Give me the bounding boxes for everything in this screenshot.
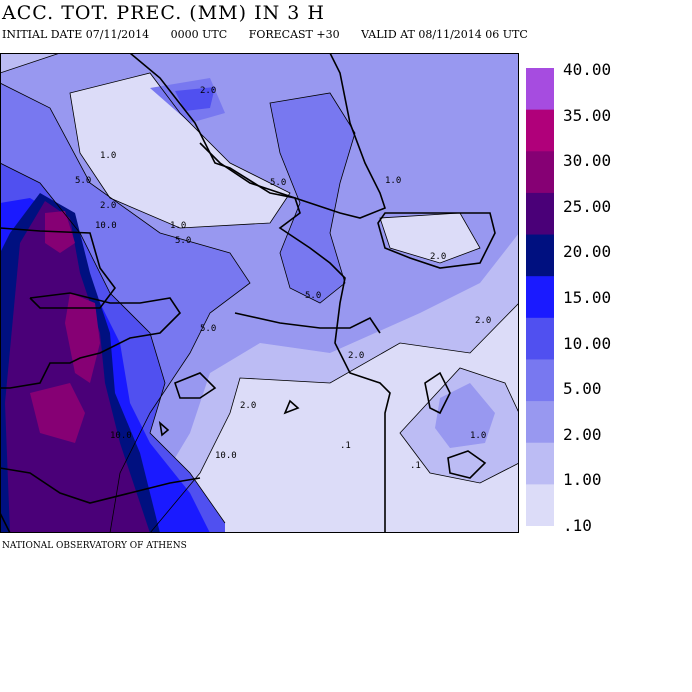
- init-utc: 0000 UTC: [170, 28, 228, 41]
- legend-label: 30.00: [563, 151, 612, 171]
- precipitation-map: 1.0 2.0 5.0 10.0 1.0 5.0 5.0 5.0 1.0 2.0…: [0, 53, 519, 533]
- legend-swatch: [526, 234, 554, 277]
- map-title: ACC. TOT. PREC. (MM) IN 3 H: [2, 2, 325, 24]
- legend-swatch: [526, 68, 554, 111]
- contour-label: 5.0: [175, 236, 191, 246]
- legend-label: 15.00: [563, 288, 612, 307]
- contour-label: 5.0: [200, 324, 216, 334]
- light-east: [380, 213, 480, 263]
- legend-label: 20.00: [563, 242, 612, 262]
- band-2-east: [435, 383, 495, 448]
- contour-label: 2.0: [240, 401, 256, 411]
- legend-swatch: [526, 401, 554, 444]
- legend-label: 25.00: [563, 196, 612, 216]
- legend-label: 10.00: [563, 333, 612, 353]
- band-5-blob: [175, 87, 215, 111]
- contour-label: .1: [340, 441, 351, 451]
- contour-label: 5.0: [270, 178, 286, 188]
- contour-label: 1.0: [100, 151, 116, 161]
- legend-color-bar: [526, 68, 554, 526]
- contour-label: 1.0: [170, 221, 186, 231]
- legend-swatch: [526, 359, 554, 402]
- legend-swatch: [526, 484, 554, 526]
- forecast-hour: FORECAST +30: [248, 28, 340, 41]
- band-30-c: [30, 383, 85, 443]
- contour-label-group: 1.0 2.0 5.0 10.0 1.0 5.0 5.0 5.0 1.0 2.0…: [75, 86, 491, 471]
- band-5-ne: [270, 93, 355, 303]
- contour-label: 1.0: [385, 176, 401, 186]
- map-frame: [0, 53, 519, 533]
- contour-label: 2.0: [200, 86, 216, 96]
- legend-swatch: [526, 151, 554, 194]
- contour-label: 2.0: [475, 316, 491, 326]
- contour-label: 2.0: [348, 351, 364, 361]
- light-north: [70, 73, 290, 228]
- contour-label: .1: [410, 461, 421, 471]
- legend-label: 1.00: [563, 470, 602, 490]
- contour-label: 1.0: [470, 431, 486, 441]
- contour-label: 10.0: [95, 221, 117, 231]
- legend-label: 5.00: [563, 379, 602, 399]
- legend-label: 40.00: [563, 60, 612, 79]
- contour-lines: [0, 53, 519, 533]
- legend-swatch: [526, 109, 554, 152]
- legend-label: 2.00: [563, 424, 602, 444]
- legend-label: 35.00: [563, 105, 612, 125]
- contour-label: 2.0: [430, 252, 446, 262]
- contour-label: 5.0: [75, 176, 91, 186]
- initial-date: INITIAL DATE 07/11/2014: [2, 28, 150, 41]
- valid-time: VALID AT 08/11/2014 06 UTC: [361, 28, 528, 41]
- legend-swatch: [526, 442, 554, 485]
- legend-swatch: [526, 317, 554, 360]
- contour-label: 2.0: [100, 201, 116, 211]
- legend-swatch: [526, 192, 554, 236]
- legend-swatch: [526, 276, 554, 319]
- contour-label: 10.0: [215, 451, 237, 461]
- contour-label: 10.0: [110, 431, 132, 441]
- map-subtitle: INITIAL DATE 07/11/2014 0000 UTC FORECAS…: [2, 28, 546, 41]
- footer-credit: NATIONAL OBSERVATORY OF ATHENS: [2, 541, 187, 551]
- legend-label: .10: [563, 516, 592, 535]
- contour-label: 5.0: [305, 291, 321, 301]
